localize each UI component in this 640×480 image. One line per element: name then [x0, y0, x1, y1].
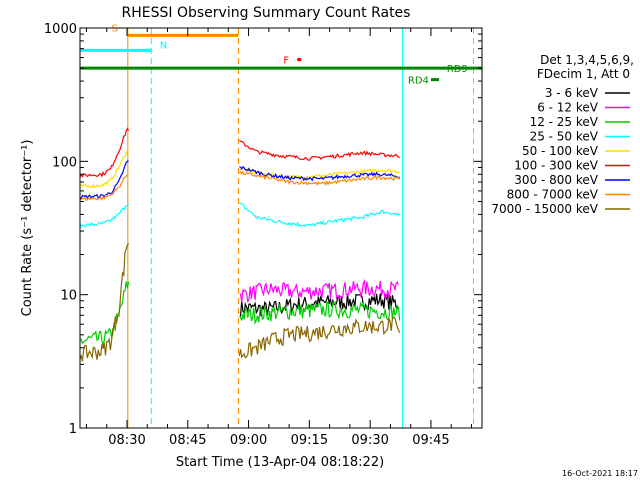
y-axis-label: Count Rate (s⁻¹ detector⁻¹) — [20, 140, 35, 317]
data-layer — [79, 28, 474, 428]
x-axis-label: Start Time (13-Apr-04 08:18:22) — [176, 455, 384, 470]
y-axis: 1 10 100 1000 — [44, 22, 482, 437]
x-axis: 08:30 08:45 09:00 09:15 09:30 09:45 — [85, 28, 472, 448]
series-line-1 — [239, 278, 400, 303]
flag-label-s: S — [112, 23, 118, 34]
legend-label-2: 12 - 25 keV — [530, 115, 599, 129]
legend-label-8: 7000 - 15000 keV — [491, 202, 598, 216]
x-tick-label: 08:45 — [169, 433, 206, 448]
legend-header-line-1: Det 1,3,4,5,6,9, — [540, 53, 634, 67]
series-line-3 — [79, 202, 400, 228]
legend-label-1: 6 - 12 keV — [537, 101, 599, 115]
series-line-7 — [79, 170, 401, 201]
plot-frame — [79, 27, 483, 429]
series-line-5 — [79, 127, 400, 178]
flag-label-f: F — [283, 56, 289, 67]
series-line-2 — [79, 281, 401, 346]
legend-label-5: 100 - 300 keV — [514, 159, 598, 173]
legend: Det 1,3,4,5,6,9, FDecim 1, Att 0 3 - 6 k… — [491, 53, 634, 216]
series-line-6 — [79, 160, 401, 200]
legend-label-3: 25 - 50 keV — [530, 130, 599, 144]
x-tick-label: 09:00 — [230, 433, 267, 448]
x-tick-label: 09:15 — [291, 433, 328, 448]
x-tick-label: 09:30 — [351, 433, 388, 448]
legend-label-0: 3 - 6 keV — [545, 86, 599, 100]
flags-layer: S N F RD9 RD4 — [80, 23, 482, 87]
legend-label-6: 300 - 800 keV — [514, 173, 598, 187]
series-line-8 — [79, 243, 401, 362]
y-tick-label: 10 — [60, 289, 77, 304]
flag-label-n: N — [160, 40, 167, 51]
legend-label-7: 800 - 7000 keV — [507, 188, 599, 202]
chart-title: RHESSI Observing Summary Count Rates — [122, 5, 411, 21]
y-tick-label: 100 — [52, 155, 77, 170]
footer-timestamp: 16-Oct-2021 18:17 — [562, 469, 638, 478]
flag-label-rd4: RD4 — [408, 76, 429, 87]
legend-label-4: 50 - 100 keV — [522, 144, 599, 158]
x-tick-label: 09:45 — [412, 433, 449, 448]
x-tick-label: 08:30 — [108, 433, 145, 448]
y-tick-label: 1 — [69, 422, 77, 437]
flag-label-rd9: RD9 — [447, 64, 468, 75]
legend-header-line-2: FDecim 1, Att 0 — [537, 67, 630, 81]
y-tick-label: 1000 — [44, 22, 77, 37]
